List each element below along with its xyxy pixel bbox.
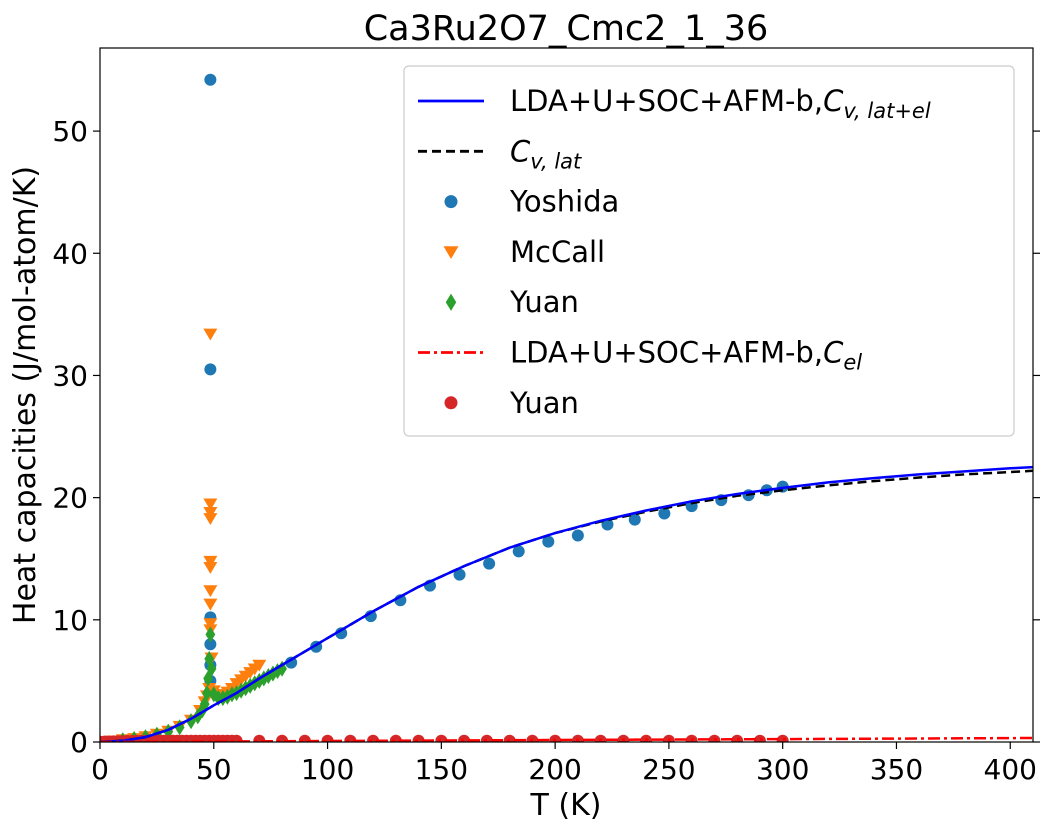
data-point — [203, 562, 218, 574]
data-point — [192, 708, 203, 725]
x-tick-label: 350 — [870, 753, 923, 786]
data-point — [204, 650, 215, 667]
y-tick-label: 0 — [70, 726, 88, 759]
data-point — [594, 734, 607, 742]
data-point — [753, 734, 766, 742]
legend-box — [403, 65, 1015, 437]
data-point — [203, 618, 218, 631]
data-point — [202, 685, 212, 702]
data-point — [658, 507, 671, 520]
data-point — [571, 734, 584, 742]
data-point — [571, 529, 584, 542]
y-axis: 0 10 20 30 40 50 — [52, 115, 1040, 759]
plot-frame — [99, 47, 1034, 743]
data-point — [685, 734, 698, 742]
x-tick-label: 400 — [984, 753, 1037, 786]
legend-label: Yuan — [509, 386, 579, 420]
legend: LDA+U+SOC+AFM-b,Cv, lat+el Cv, lat Yoshida… — [403, 65, 1015, 437]
data-point — [708, 734, 721, 742]
data-point — [203, 328, 218, 341]
data-point — [483, 557, 496, 570]
legend-item: McCall — [443, 235, 605, 269]
series-line — [100, 465, 1033, 742]
data-point — [174, 719, 185, 736]
x-tick-label: 50 — [196, 753, 232, 786]
legend-item: LDA+U+SOC+AFM-b,Cv, lat+el — [418, 84, 931, 123]
series-yuan — [117, 626, 287, 742]
series-lda-u-soc-afm-b-cv-lat-el — [100, 465, 1033, 742]
x-tick-label: 100 — [301, 753, 354, 786]
x-tick-label: 300 — [756, 753, 809, 786]
legend-label: Cv, lat — [510, 134, 582, 173]
legend-label: Yoshida — [509, 185, 619, 219]
data-point — [526, 734, 539, 742]
data-point — [503, 734, 516, 742]
data-point — [204, 638, 217, 651]
x-tick-label: 200 — [528, 753, 581, 786]
legend-label: McCall — [510, 235, 605, 269]
data-point — [203, 507, 218, 519]
data-point — [480, 734, 493, 742]
y-tick-label: 20 — [52, 482, 88, 515]
data-point — [186, 713, 196, 730]
data-point — [203, 585, 218, 598]
x-axis-label: T (K) — [530, 788, 602, 823]
legend-item: Yuan — [445, 285, 579, 319]
data-point — [263, 667, 274, 685]
legend-item: Yoshida — [444, 185, 619, 219]
y-tick-label: 40 — [52, 237, 88, 270]
legend-label: LDA+U+SOC+AFM-b,Cv, lat+el — [510, 84, 931, 123]
legend-label: Yuan — [509, 285, 579, 319]
data-point — [512, 545, 525, 558]
series-line — [100, 736, 1033, 742]
x-axis: 0 50 100 150 200 250 300 350 400 — [91, 742, 1037, 786]
legend-label: LDA+U+SOC+AFM-b,Cel — [510, 336, 862, 375]
x-tick-label: 150 — [415, 753, 468, 786]
data-point — [601, 518, 614, 531]
series-lda-u-soc-afm-b-cel — [100, 736, 1033, 742]
data-point — [628, 513, 641, 526]
y-tick-label: 30 — [52, 359, 88, 392]
x-tick-label: 250 — [642, 753, 695, 786]
data-point — [731, 734, 744, 742]
data-point — [203, 513, 218, 526]
data-point — [205, 626, 216, 643]
legend-item: Yuan — [444, 386, 579, 420]
series-line — [100, 469, 1033, 742]
y-tick-label: 10 — [52, 604, 88, 637]
chart-title: Ca3Ru2O7_Cmc2_1_36 — [364, 9, 769, 49]
data-point — [204, 73, 217, 86]
legend-marker — [443, 246, 459, 260]
legend-item: Cv, lat — [418, 134, 582, 173]
plot-area — [100, 73, 1033, 742]
data-point — [252, 659, 267, 672]
y-tick-label: 50 — [52, 115, 88, 148]
data-point — [203, 555, 218, 568]
legend-marker — [444, 396, 458, 410]
legend-marker — [444, 195, 458, 209]
legend-marker — [445, 293, 457, 311]
data-point — [204, 363, 217, 376]
data-point — [254, 672, 265, 689]
data-point — [272, 663, 283, 680]
data-point — [617, 734, 630, 742]
y-axis-label: Heat capacities (J/mol-atom/K) — [8, 166, 43, 624]
data-point — [203, 498, 218, 511]
data-point — [542, 535, 555, 548]
legend-item: LDA+U+SOC+AFM-b,Cel — [418, 336, 862, 375]
data-point — [549, 734, 562, 742]
series-cv-lat — [100, 469, 1033, 742]
x-tick-label: 0 — [91, 753, 109, 786]
data-point — [206, 660, 217, 677]
data-point — [203, 598, 218, 611]
data-point — [335, 627, 348, 640]
data-point — [285, 656, 298, 669]
data-point — [453, 568, 466, 581]
